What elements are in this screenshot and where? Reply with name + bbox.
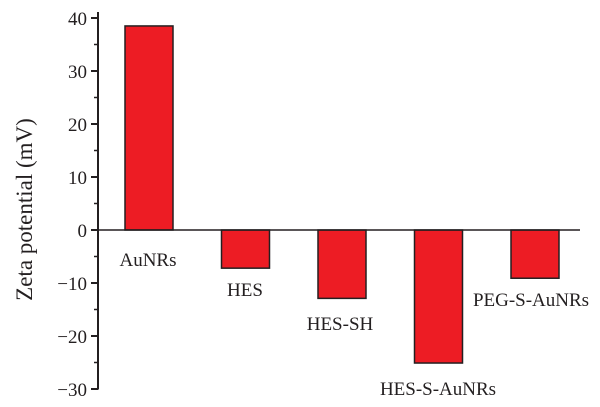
bar-aunrs <box>124 25 174 231</box>
category-label-aunrs: AuNRs <box>119 250 176 271</box>
y-tick-label: 10 <box>68 168 87 189</box>
y-ticks-group: 40 30 20 10 0 −10 −20 −30 <box>57 9 98 401</box>
y-tick-label: 20 <box>68 115 87 136</box>
category-labels-group: AuNRs HES HES-SH HES-S-AuNRs PEG-S-AuNRs <box>119 250 589 400</box>
category-label-hes-s-aunrs: HES-S-AuNRs <box>380 379 496 400</box>
category-label-hes-sh: HES-SH <box>307 314 374 335</box>
bar-peg-s-aunrs <box>510 229 560 279</box>
y-tick-label: −10 <box>57 274 87 295</box>
bar-hes-s-aunrs <box>413 229 464 364</box>
bar-hes <box>220 229 271 269</box>
y-tick-label: 40 <box>68 9 87 30</box>
y-axis-title: Zeta potential (mV) <box>12 118 37 301</box>
category-label-hes: HES <box>227 280 263 301</box>
y-tick-label: −20 <box>57 327 87 348</box>
category-label-peg-s-aunrs: PEG-S-AuNRs <box>473 290 589 311</box>
y-tick-label: −30 <box>57 380 87 401</box>
y-tick-label: 30 <box>68 62 87 83</box>
bars-group <box>124 25 560 364</box>
bar-hes-sh <box>317 229 367 300</box>
y-tick-label: 0 <box>78 221 88 242</box>
